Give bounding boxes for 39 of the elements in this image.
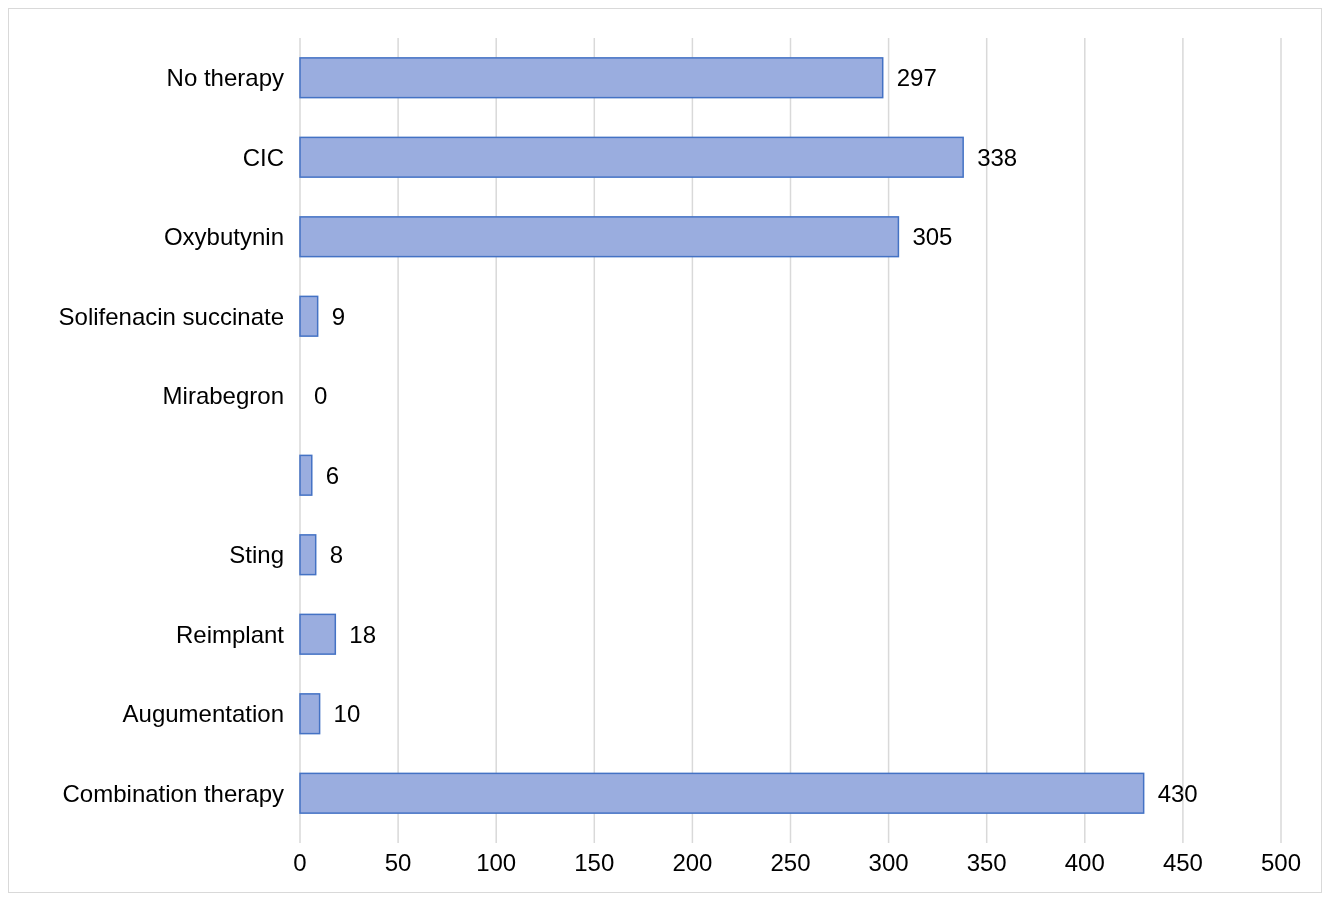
- bar: [299, 57, 884, 99]
- data-label: 9: [331, 302, 346, 330]
- y-tick-label: Solifenacin succinate: [58, 302, 284, 330]
- bar: [299, 216, 900, 258]
- y-tick-label: No therapy: [166, 64, 284, 92]
- x-tick-label: 100: [476, 849, 517, 876]
- x-tick-label: 250: [770, 849, 811, 876]
- bar: [299, 693, 321, 735]
- y-tick-label: Reimplant: [175, 620, 285, 648]
- y-tick-label: CIC: [242, 143, 284, 171]
- y-tick-label: Augumentation: [122, 700, 284, 728]
- data-label: 0: [314, 382, 328, 410]
- bar: [299, 613, 337, 655]
- bar: [299, 454, 313, 496]
- x-tick-label: 150: [574, 849, 615, 876]
- x-tick-label: 400: [1064, 849, 1105, 876]
- x-tick-label: 0: [293, 849, 307, 876]
- x-tick-label: 300: [868, 849, 909, 876]
- data-label: 338: [977, 143, 1018, 171]
- data-label: 305: [912, 223, 953, 251]
- bar: [299, 534, 317, 576]
- data-label: 18: [349, 620, 377, 648]
- x-tick-label: 350: [966, 849, 1007, 876]
- bar: [299, 295, 319, 337]
- x-tick-label: 200: [672, 849, 713, 876]
- y-tick-label: Mirabegron: [162, 382, 284, 410]
- data-label: 8: [329, 541, 344, 569]
- data-label: 297: [896, 64, 937, 92]
- data-label: 6: [325, 461, 340, 489]
- y-tick-label: Sting: [229, 541, 284, 569]
- data-label: 430: [1157, 779, 1198, 807]
- bar: [299, 136, 964, 178]
- y-tick-label: Combination therapy: [62, 779, 284, 807]
- x-tick-label: 50: [384, 849, 412, 876]
- data-label: 10: [333, 700, 361, 728]
- x-tick-label: 500: [1260, 849, 1302, 876]
- x-tick-label: 450: [1162, 849, 1203, 876]
- bar: [299, 772, 1145, 814]
- y-tick-label: Oxybutynin: [163, 223, 284, 251]
